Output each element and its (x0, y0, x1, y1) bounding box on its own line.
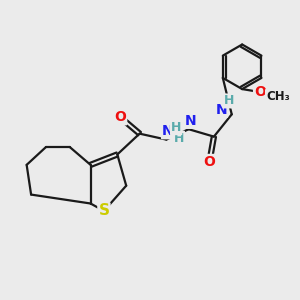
Text: O: O (203, 155, 215, 169)
Text: O: O (114, 110, 126, 124)
Text: O: O (254, 85, 266, 99)
Text: N: N (215, 103, 227, 117)
Text: N: N (162, 124, 174, 138)
Text: N: N (184, 114, 196, 128)
Text: H: H (224, 94, 234, 107)
Text: CH₃: CH₃ (266, 90, 290, 103)
Text: H: H (171, 121, 181, 134)
Text: S: S (98, 203, 110, 218)
Text: H: H (174, 132, 184, 145)
